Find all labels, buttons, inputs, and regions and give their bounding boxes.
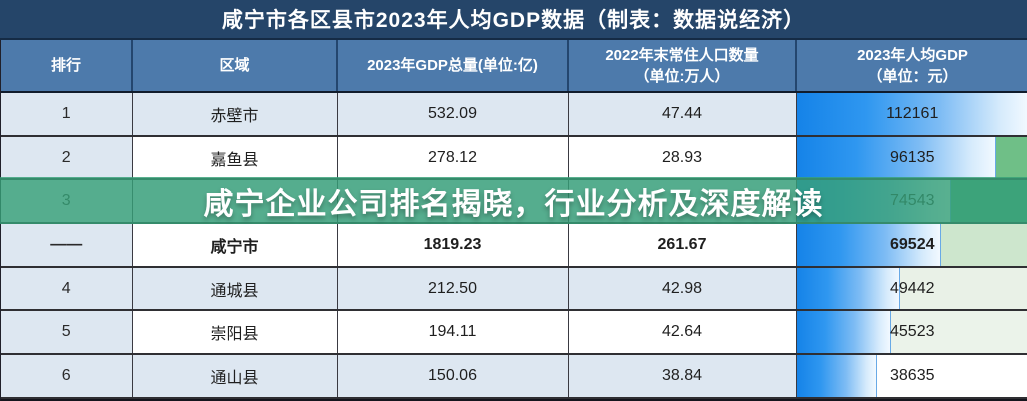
gdp-cell: 1819.23	[337, 223, 568, 267]
gdp-cell: 532.09	[337, 92, 568, 136]
population-cell: 47.44	[568, 92, 796, 136]
population-cell: 42.64	[568, 310, 796, 354]
table-row-city-total: —— 咸宁市 1819.23 261.67 69524	[1, 223, 1027, 267]
population-cell: 42.98	[568, 267, 796, 311]
region-cell: 赤壁市	[132, 92, 337, 136]
table-title-bar: 咸宁市各区县市2023年人均GDP数据（制表：数据说经济）	[0, 0, 1027, 40]
col-header-region: 区域	[132, 40, 337, 92]
col-header-rank: 排行	[1, 40, 132, 92]
region-cell: 崇阳县	[132, 310, 337, 354]
overlay-banner[interactable]: 咸宁企业公司排名揭晓，行业分析及深度解读	[0, 177, 1027, 224]
table-row: 2 嘉鱼县 278.12 28.93 96135	[1, 136, 1027, 180]
per-capita-value: 45523	[797, 323, 1027, 341]
overlay-banner-text: 咸宁企业公司排名揭晓，行业分析及深度解读	[204, 179, 824, 223]
population-cell: 28.93	[568, 136, 796, 180]
per-capita-cell: 69524	[796, 223, 1027, 267]
per-capita-value: 69524	[797, 236, 1027, 254]
rank-cell: ——	[1, 223, 132, 267]
table-row: 6 通山县 150.06 38.84 38635	[1, 354, 1027, 398]
region-cell: 通城县	[132, 267, 337, 311]
population-cell: 261.67	[568, 223, 796, 267]
gdp-cell: 278.12	[337, 136, 568, 180]
rank-cell: 2	[1, 136, 132, 180]
per-capita-cell: 96135	[796, 136, 1027, 180]
per-capita-cell: 45523	[796, 310, 1027, 354]
gdp-cell: 194.11	[337, 310, 568, 354]
gdp-cell: 212.50	[337, 267, 568, 311]
table-row: 1 赤壁市 532.09 47.44 112161	[1, 92, 1027, 136]
rank-cell: 6	[1, 354, 132, 398]
population-cell: 38.84	[568, 354, 796, 398]
per-capita-value: 112161	[797, 105, 1027, 123]
table-title: 咸宁市各区县市2023年人均GDP数据（制表：数据说经济）	[222, 4, 805, 34]
rank-cell: 4	[1, 267, 132, 311]
per-capita-value: 96135	[797, 149, 1027, 167]
table-row: 4 通城县 212.50 42.98 49442	[1, 267, 1027, 311]
gdp-cell: 150.06	[337, 354, 568, 398]
region-cell: 嘉鱼县	[132, 136, 337, 180]
region-cell: 咸宁市	[132, 223, 337, 267]
per-capita-cell: 49442	[796, 267, 1027, 311]
per-capita-cell: 38635	[796, 354, 1027, 398]
per-capita-value: 49442	[797, 280, 1027, 298]
rank-cell: 1	[1, 92, 132, 136]
per-capita-value: 38635	[797, 367, 1027, 385]
region-cell: 通山县	[132, 354, 337, 398]
col-header-per-capita-gdp: 2023年人均GDP （单位：元）	[796, 40, 1027, 92]
col-header-population: 2022年末常住人口数量 （单位:万人）	[568, 40, 796, 92]
rank-cell: 5	[1, 310, 132, 354]
table-row: 5 崇阳县 194.11 42.64 45523	[1, 310, 1027, 354]
table-header-row: 排行 区域 2023年GDP总量(单位:亿) 2022年末常住人口数量 （单位:…	[1, 40, 1027, 92]
per-capita-cell: 112161	[796, 92, 1027, 136]
col-header-gdp-total: 2023年GDP总量(单位:亿)	[337, 40, 568, 92]
